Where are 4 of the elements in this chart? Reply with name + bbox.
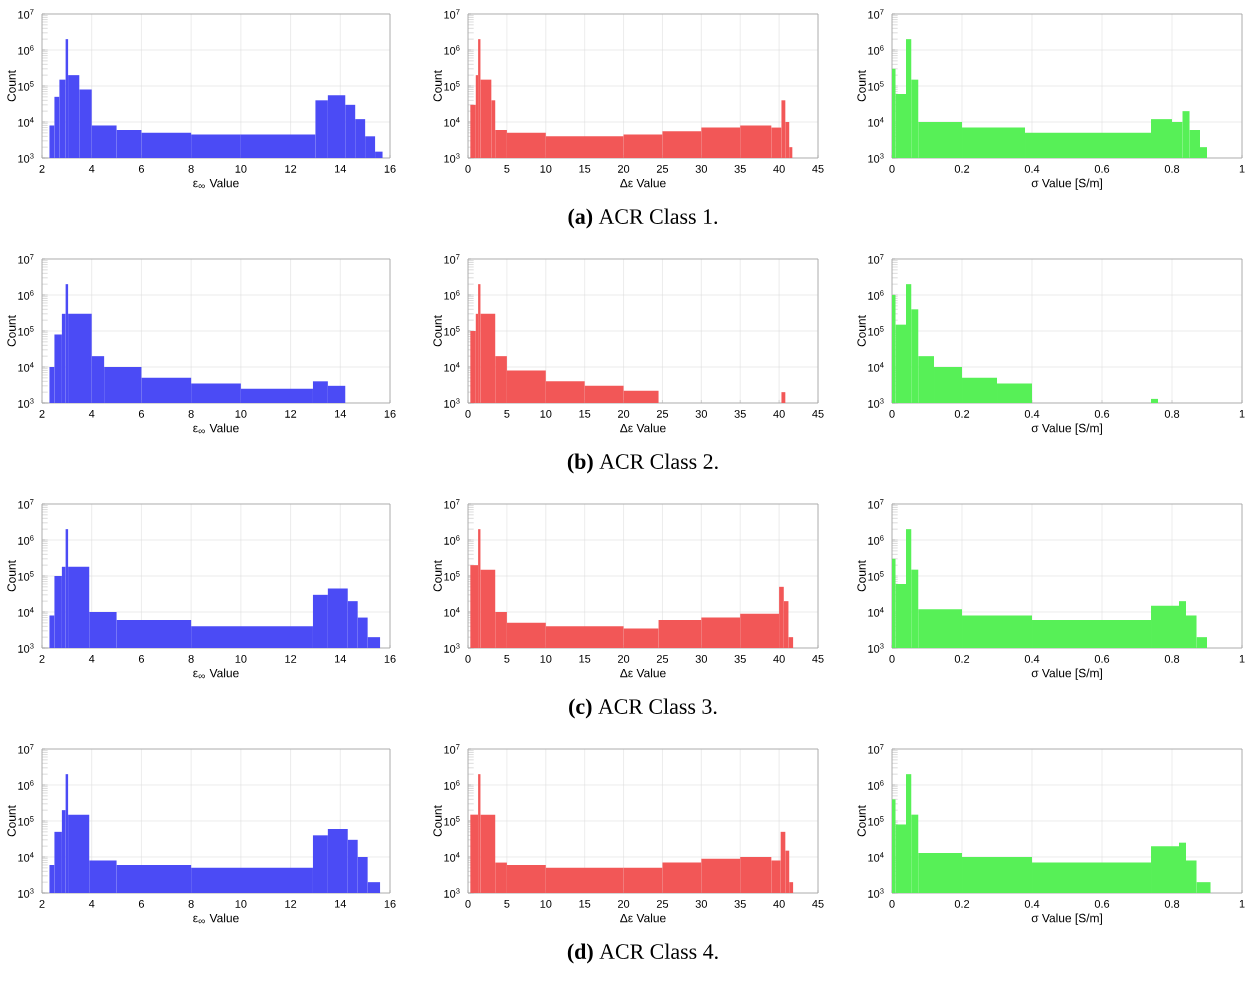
text: (a) ACR Class 1. (568, 208, 718, 229)
text: (c) ACR Class 3. (569, 698, 717, 719)
text: (d) ACR Class 4. (567, 943, 718, 964)
text: (b) ACR Class 2. (567, 453, 718, 474)
